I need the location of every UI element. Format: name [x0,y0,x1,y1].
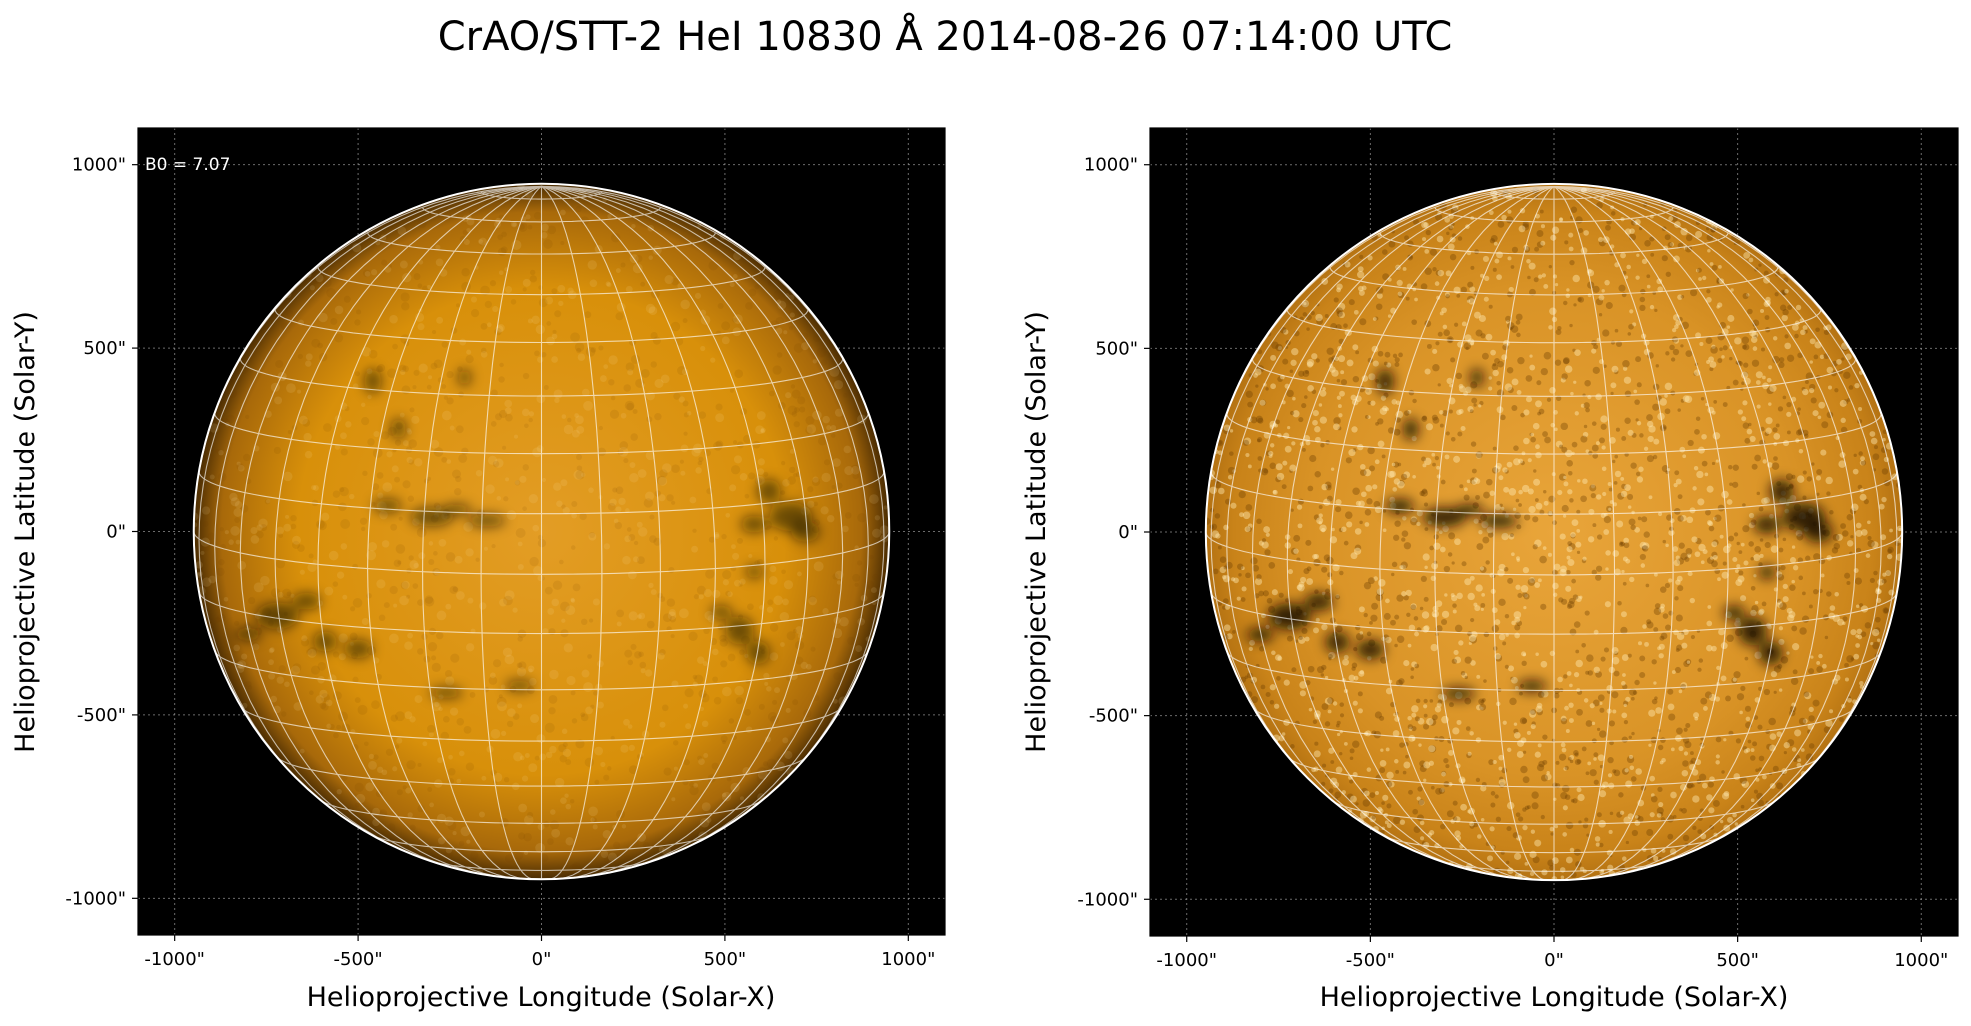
x-tick-label: -500" [1346,950,1395,971]
solar-image-enhanced: -1000" -500" 0" 500" 1000" 1000" 500" 0" -500" -1… [1077,127,1959,971]
y-tick-label: -1000" [1077,889,1138,910]
panel-enhanced: Helioprojective Latitude (Solar-Y) Helio… [1021,127,1959,1013]
y-tick-label: -500" [77,705,126,726]
x-tick-label: -500" [334,949,383,970]
x-tick-label: 0" [532,949,552,970]
x-tick-label: -1000" [144,949,205,970]
x-tick-label: 1000" [1894,950,1948,971]
y-tick-label: -500" [1089,706,1138,727]
heliographic-grid [193,185,890,880]
y-tick-label: -1000" [65,888,126,909]
figure-title: CrAO/STT-2 HeI 10830 Å 2014-08-26 07:14:… [437,14,1453,60]
y-tick-label: 0" [106,522,126,543]
panel-original: Helioprojective Latitude (Solar-Y) Helio… [10,127,946,1013]
x-tick-label: 500" [1716,950,1759,971]
x-tick-label: 500" [704,949,747,970]
solar-disk [193,183,890,880]
heliographic-grid [1205,185,1903,881]
x-tick-label: -1000" [1156,950,1217,971]
b0-annotation: B0 = 7.07 [145,155,230,175]
ylabel: Helioprojective Latitude (Solar-Y) [1021,311,1052,753]
x-tick-label: 0" [1544,950,1564,971]
limb-outline [1204,182,1904,882]
xlabel: Helioprojective Longitude (Solar-X) [307,982,776,1013]
ylabel: Helioprojective Latitude (Solar-Y) [10,311,41,753]
limb-outline [192,182,891,881]
solar-disk [1205,183,1903,881]
y-tick-label: 1000" [1084,155,1138,176]
y-tick-label: 0" [1118,522,1138,543]
y-tick-label: 500" [1095,338,1138,359]
solar-image-original: -1000" -500" 0" 500" 1000" 1000" 500" 0" -500" -1… [65,127,946,970]
y-tick-label: 1000" [72,155,126,176]
y-tick-label: 500" [83,338,126,359]
x-tick-label: 1000" [881,949,935,970]
xlabel: Helioprojective Longitude (Solar-X) [1320,982,1789,1013]
